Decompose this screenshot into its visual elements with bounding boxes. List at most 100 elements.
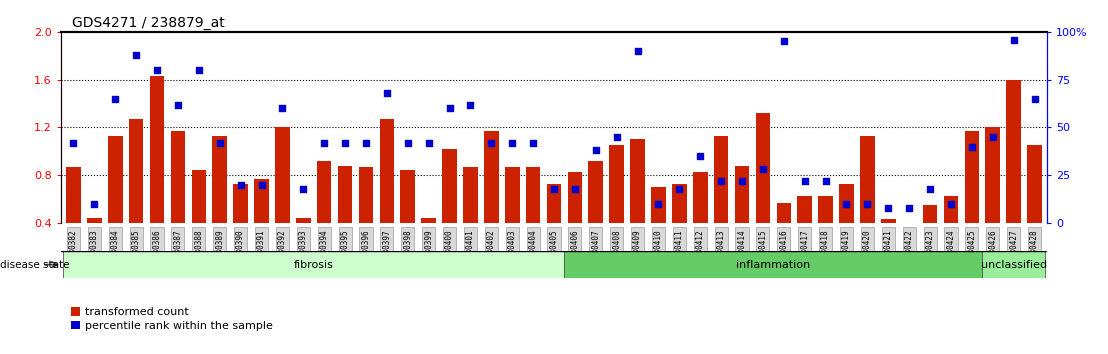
- Point: [1005, 37, 1023, 42]
- Point: [942, 201, 960, 207]
- Bar: [652, 187, 666, 271]
- Point: [170, 102, 187, 107]
- Point: [755, 167, 772, 172]
- Bar: [798, 195, 812, 271]
- Bar: [88, 218, 102, 271]
- Point: [963, 144, 981, 149]
- Point: [901, 205, 919, 211]
- Point: [984, 134, 1002, 140]
- Point: [587, 148, 605, 153]
- Bar: [902, 229, 916, 271]
- Bar: [546, 184, 562, 271]
- Point: [357, 140, 375, 145]
- Text: disease state: disease state: [0, 259, 70, 270]
- Bar: [234, 184, 248, 271]
- Bar: [317, 161, 331, 271]
- Bar: [380, 119, 394, 271]
- Bar: [588, 161, 603, 271]
- Point: [441, 105, 459, 111]
- Bar: [192, 171, 206, 271]
- Point: [1026, 96, 1044, 102]
- Point: [880, 205, 897, 211]
- Bar: [1006, 80, 1020, 271]
- Bar: [338, 166, 352, 271]
- Point: [378, 90, 396, 96]
- Point: [462, 102, 480, 107]
- Bar: [66, 167, 81, 271]
- Point: [316, 140, 334, 145]
- Bar: [526, 167, 541, 271]
- Legend: transformed count, percentile rank within the sample: transformed count, percentile rank withi…: [66, 303, 278, 335]
- Point: [274, 105, 291, 111]
- Point: [921, 186, 938, 192]
- Point: [628, 48, 646, 54]
- Point: [85, 201, 103, 207]
- Point: [127, 52, 145, 58]
- Bar: [129, 119, 143, 271]
- Point: [545, 186, 563, 192]
- Bar: [1027, 145, 1042, 271]
- Bar: [609, 145, 624, 271]
- Bar: [463, 167, 478, 271]
- Point: [503, 140, 521, 145]
- Point: [774, 39, 792, 44]
- Point: [106, 96, 124, 102]
- Point: [420, 140, 438, 145]
- Point: [566, 186, 584, 192]
- Bar: [983, 251, 1045, 278]
- Point: [859, 201, 876, 207]
- Bar: [735, 166, 749, 271]
- Text: unclassified: unclassified: [981, 259, 1047, 270]
- Bar: [985, 127, 1001, 271]
- Point: [148, 67, 166, 73]
- Bar: [63, 251, 564, 278]
- Bar: [923, 205, 937, 271]
- Point: [712, 178, 730, 184]
- Bar: [484, 131, 499, 271]
- Bar: [296, 218, 310, 271]
- Bar: [275, 127, 289, 271]
- Bar: [564, 251, 983, 278]
- Point: [608, 134, 626, 140]
- Point: [336, 140, 353, 145]
- Point: [64, 140, 82, 145]
- Point: [211, 140, 228, 145]
- Point: [232, 182, 249, 188]
- Point: [253, 182, 270, 188]
- Bar: [819, 195, 833, 271]
- Bar: [756, 113, 770, 271]
- Bar: [714, 136, 728, 271]
- Bar: [442, 149, 456, 271]
- Bar: [505, 167, 520, 271]
- Text: inflammation: inflammation: [736, 259, 810, 270]
- Bar: [630, 139, 645, 271]
- Bar: [692, 172, 708, 271]
- Point: [691, 153, 709, 159]
- Bar: [965, 131, 979, 271]
- Point: [670, 186, 688, 192]
- Bar: [944, 195, 958, 271]
- Point: [189, 67, 207, 73]
- Point: [399, 140, 417, 145]
- Bar: [171, 131, 185, 271]
- Point: [649, 201, 667, 207]
- Bar: [777, 203, 791, 271]
- Bar: [567, 172, 582, 271]
- Point: [733, 178, 751, 184]
- Bar: [881, 219, 895, 271]
- Text: fibrosis: fibrosis: [294, 259, 334, 270]
- Bar: [213, 136, 227, 271]
- Bar: [421, 218, 435, 271]
- Point: [482, 140, 500, 145]
- Point: [295, 186, 312, 192]
- Point: [838, 201, 855, 207]
- Bar: [150, 76, 164, 271]
- Bar: [673, 184, 687, 271]
- Bar: [359, 167, 373, 271]
- Bar: [839, 184, 854, 271]
- Bar: [254, 179, 269, 271]
- Point: [524, 140, 542, 145]
- Point: [796, 178, 813, 184]
- Point: [817, 178, 834, 184]
- Bar: [400, 171, 416, 271]
